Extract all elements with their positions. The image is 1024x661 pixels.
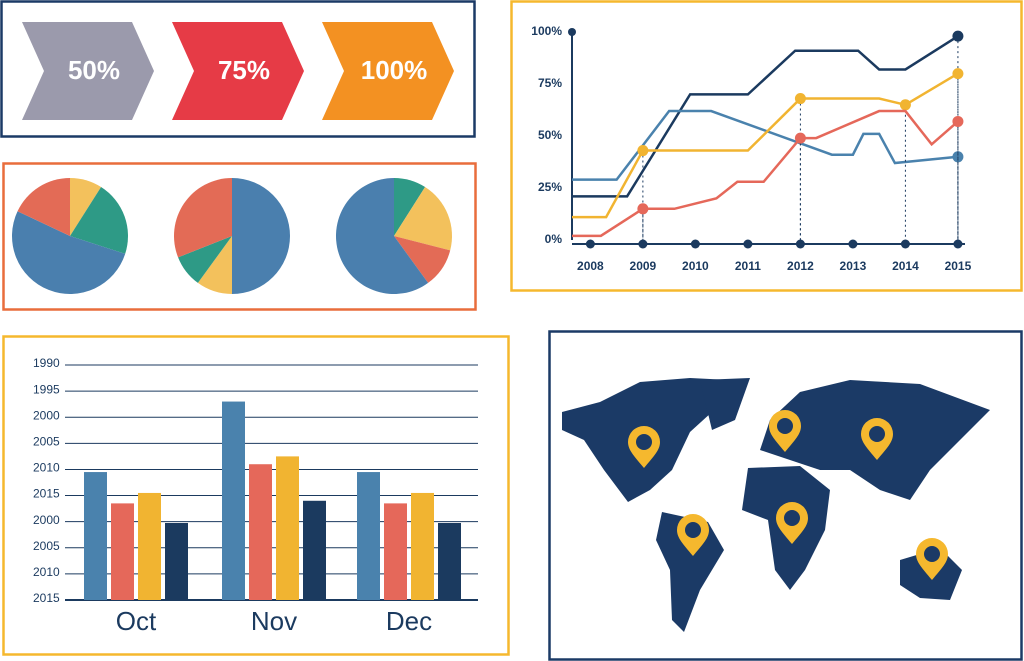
bar [357,472,380,600]
bar [138,492,161,600]
y-tick-label: 2010 [33,565,60,579]
point [637,203,649,215]
bar [222,401,245,600]
x-tick [848,239,858,249]
pin-hole [924,546,940,562]
bar [384,503,407,600]
line [572,109,959,181]
x-tick-label: Nov [251,606,297,636]
x-tick-label: 2015 [945,259,972,273]
bar [438,522,461,600]
bar [165,522,188,600]
x-tick-label: Dec [386,606,432,636]
pie-slice [394,187,453,251]
bar [84,472,107,600]
y-tick-label: 50% [538,128,562,142]
pie-slice [70,187,128,254]
point [952,30,964,42]
y-tick-label: 2010 [33,461,60,475]
line-panel [510,0,1023,292]
greenland [700,378,750,430]
y-tick-label: 2000 [33,513,60,527]
pie-slice [17,178,70,236]
pie-slice [394,236,451,283]
y-tick-label: 2015 [33,487,60,501]
chevron-panel [0,0,476,138]
point [637,145,649,157]
pie-slice [174,178,232,258]
point [952,115,964,127]
pie-slice [232,178,290,294]
chevron-label: 100% [361,55,428,85]
pie-slice [12,211,126,294]
y-tick-label: 2005 [33,539,60,553]
pie-slice [335,178,429,294]
x-tick-label: 2008 [577,259,604,273]
pie-slice [178,236,232,283]
x-tick-label: 2014 [892,259,919,273]
point [899,99,911,111]
point [794,132,806,144]
y-tick-label: 75% [538,76,562,90]
pin-hole [685,522,701,538]
map-panel [548,330,1023,661]
chevron-label: 50% [68,55,120,85]
pin-hole [777,418,793,434]
x-tick [900,239,910,249]
x-tick-label: 2010 [682,259,709,273]
bar [249,464,272,600]
chevron [22,22,154,120]
point [952,68,964,80]
bar [111,503,134,600]
bar [276,456,299,600]
x-tick [585,239,595,249]
pin-hole [784,510,800,526]
pie-panel [2,162,477,311]
y-tick-label: 2015 [33,591,60,605]
x-tick [638,239,648,249]
map-pins [628,410,948,580]
pin-hole [636,434,652,450]
y-tick-label: 2000 [33,408,60,422]
line [572,72,959,219]
pie-slice [70,178,102,236]
bar-panel [2,335,510,656]
chevron [322,22,454,120]
x-tick-label: 2011 [735,259,761,273]
line [572,35,959,198]
y-tick-label: 1995 [33,382,60,396]
x-tick-label: 2013 [840,259,867,273]
pie-slice [197,236,232,294]
axis-end [568,28,576,36]
y-tick-label: 100% [531,24,562,38]
x-tick [743,239,753,249]
y-tick-label: 1990 [33,356,60,370]
y-tick-label: 2005 [33,435,60,449]
x-tick-label: 2012 [787,259,814,273]
point [794,93,806,105]
y-tick-label: 0% [545,232,563,246]
pie-slice [394,178,426,236]
x-tick [795,239,805,249]
chevron-label: 75% [218,55,270,85]
x-tick-label: Oct [116,606,157,636]
pin-hole [869,426,885,442]
y-tick-label: 25% [538,180,562,194]
x-tick [953,239,963,249]
x-tick-label: 2009 [630,259,657,273]
south-america [656,512,724,632]
x-tick [690,239,700,249]
bar [411,492,434,600]
bar [303,500,326,600]
chevron [172,22,304,120]
